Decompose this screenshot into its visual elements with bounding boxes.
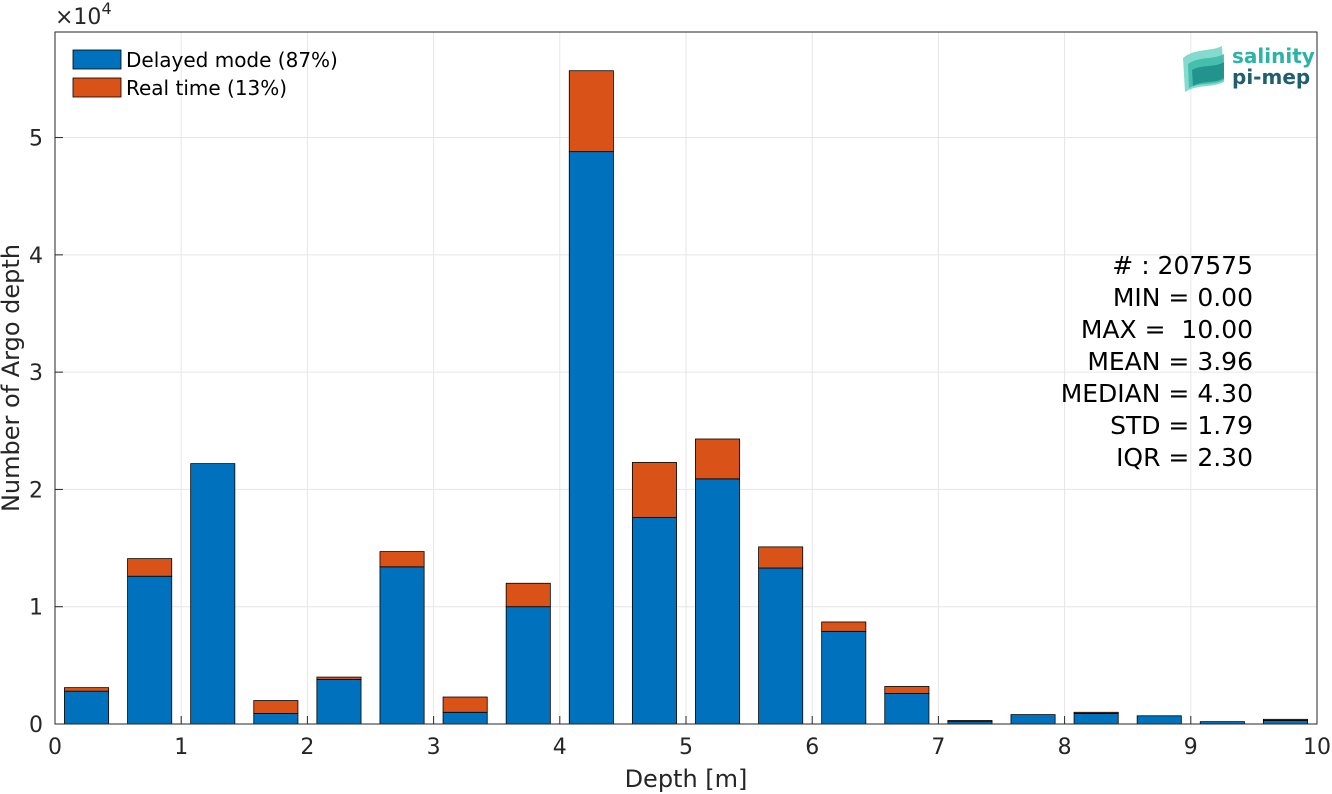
x-tick-label: 2 [300,735,314,760]
x-tick-label: 8 [1058,735,1072,760]
bar-real-time [64,687,110,692]
bar-delayed-mode [1010,714,1056,725]
bar-real-time [253,700,299,714]
bar-delayed-mode [505,606,551,725]
salinity-pimep-logo: salinity pi-mep [1183,44,1315,92]
bar-real-time [695,438,741,480]
bar-delayed-mode [442,711,488,725]
bar-delayed-mode [1262,720,1308,725]
stat-iqr: IQR = 2.30 [1116,443,1253,472]
stat-count: # : 207575 [1112,251,1253,280]
y-tick-label: 0 [29,713,43,738]
x-tick-label: 3 [427,735,441,760]
bar-real-time [1073,711,1119,714]
bar-delayed-mode [190,463,236,725]
x-tick-label: 5 [679,735,693,760]
y-axis-title: Number of Argo depth [0,244,25,512]
wave-logo-icon [1183,46,1224,92]
y-ticks: 0 1 2 3 4 5 [29,127,63,738]
legend-swatch-delayed [72,49,122,70]
bar-delayed-mode [253,713,299,725]
bar-real-time [379,551,425,568]
y-tick-label: 1 [29,596,43,621]
x-tick-label: 0 [48,735,62,760]
bar-real-time [442,696,488,713]
stat-median: MEDIAN = 4.30 [1061,379,1253,408]
y-exponent-label: ×104 [55,0,112,30]
y-tick-label: 4 [29,244,43,269]
x-tick-label: 4 [553,735,567,760]
bar-real-time [1262,718,1308,721]
x-tick-label: 7 [931,735,945,760]
x-tick-label: 6 [805,735,819,760]
y-tick-label: 2 [29,478,43,503]
bar-delayed-mode [1073,713,1119,725]
bar-delayed-mode [127,575,173,725]
grid-lines [54,32,1318,725]
stat-std: STD = 1.79 [1110,411,1253,440]
x-tick-label: 9 [1184,735,1198,760]
bar-real-time [568,70,614,153]
bar-delayed-mode [316,679,362,725]
legend-label-realtime: Real time (13%) [126,76,287,100]
bar-delayed-mode [631,517,677,725]
stat-mean: MEAN = 3.96 [1087,347,1253,376]
x-axis-title: Depth [m] [625,765,748,793]
bar-real-time [947,720,993,723]
bar-delayed-mode [379,566,425,725]
bar-delayed-mode [1136,715,1182,725]
logo-text-salinity: salinity [1232,44,1315,68]
bar-real-time [316,676,362,680]
bar-delayed-mode [884,693,930,725]
bar-real-time [884,686,930,694]
legend-label-delayed: Delayed mode (87%) [126,48,338,72]
x-ticks: 0 1 2 3 4 5 6 7 8 9 10 [48,716,1331,760]
stats-box: # : 207575 MIN = 0.00 MAX = 10.00 MEAN =… [1061,251,1253,472]
bar-delayed-mode [758,567,804,725]
bar-delayed-mode [695,478,741,725]
bar-delayed-mode [568,151,614,725]
logo-text-pimep: pi-mep [1232,65,1310,89]
bar-real-time [631,462,677,518]
bar-real-time [758,546,804,569]
bar-real-time [127,558,173,577]
legend-swatch-realtime [72,77,122,98]
stat-min: MIN = 0.00 [1113,283,1253,312]
y-tick-label: 3 [29,361,43,386]
bar-delayed-mode [64,690,110,725]
x-tick-label: 10 [1303,735,1331,760]
x-tick-label: 1 [174,735,188,760]
bars-group [64,70,1308,725]
bar-delayed-mode [821,630,867,725]
bar-real-time [821,621,867,632]
stat-max: MAX = 10.00 [1081,315,1253,344]
y-tick-label: 5 [29,127,43,152]
legend: Delayed mode (87%) Real time (13%) [72,48,338,100]
bar-real-time [505,582,551,608]
